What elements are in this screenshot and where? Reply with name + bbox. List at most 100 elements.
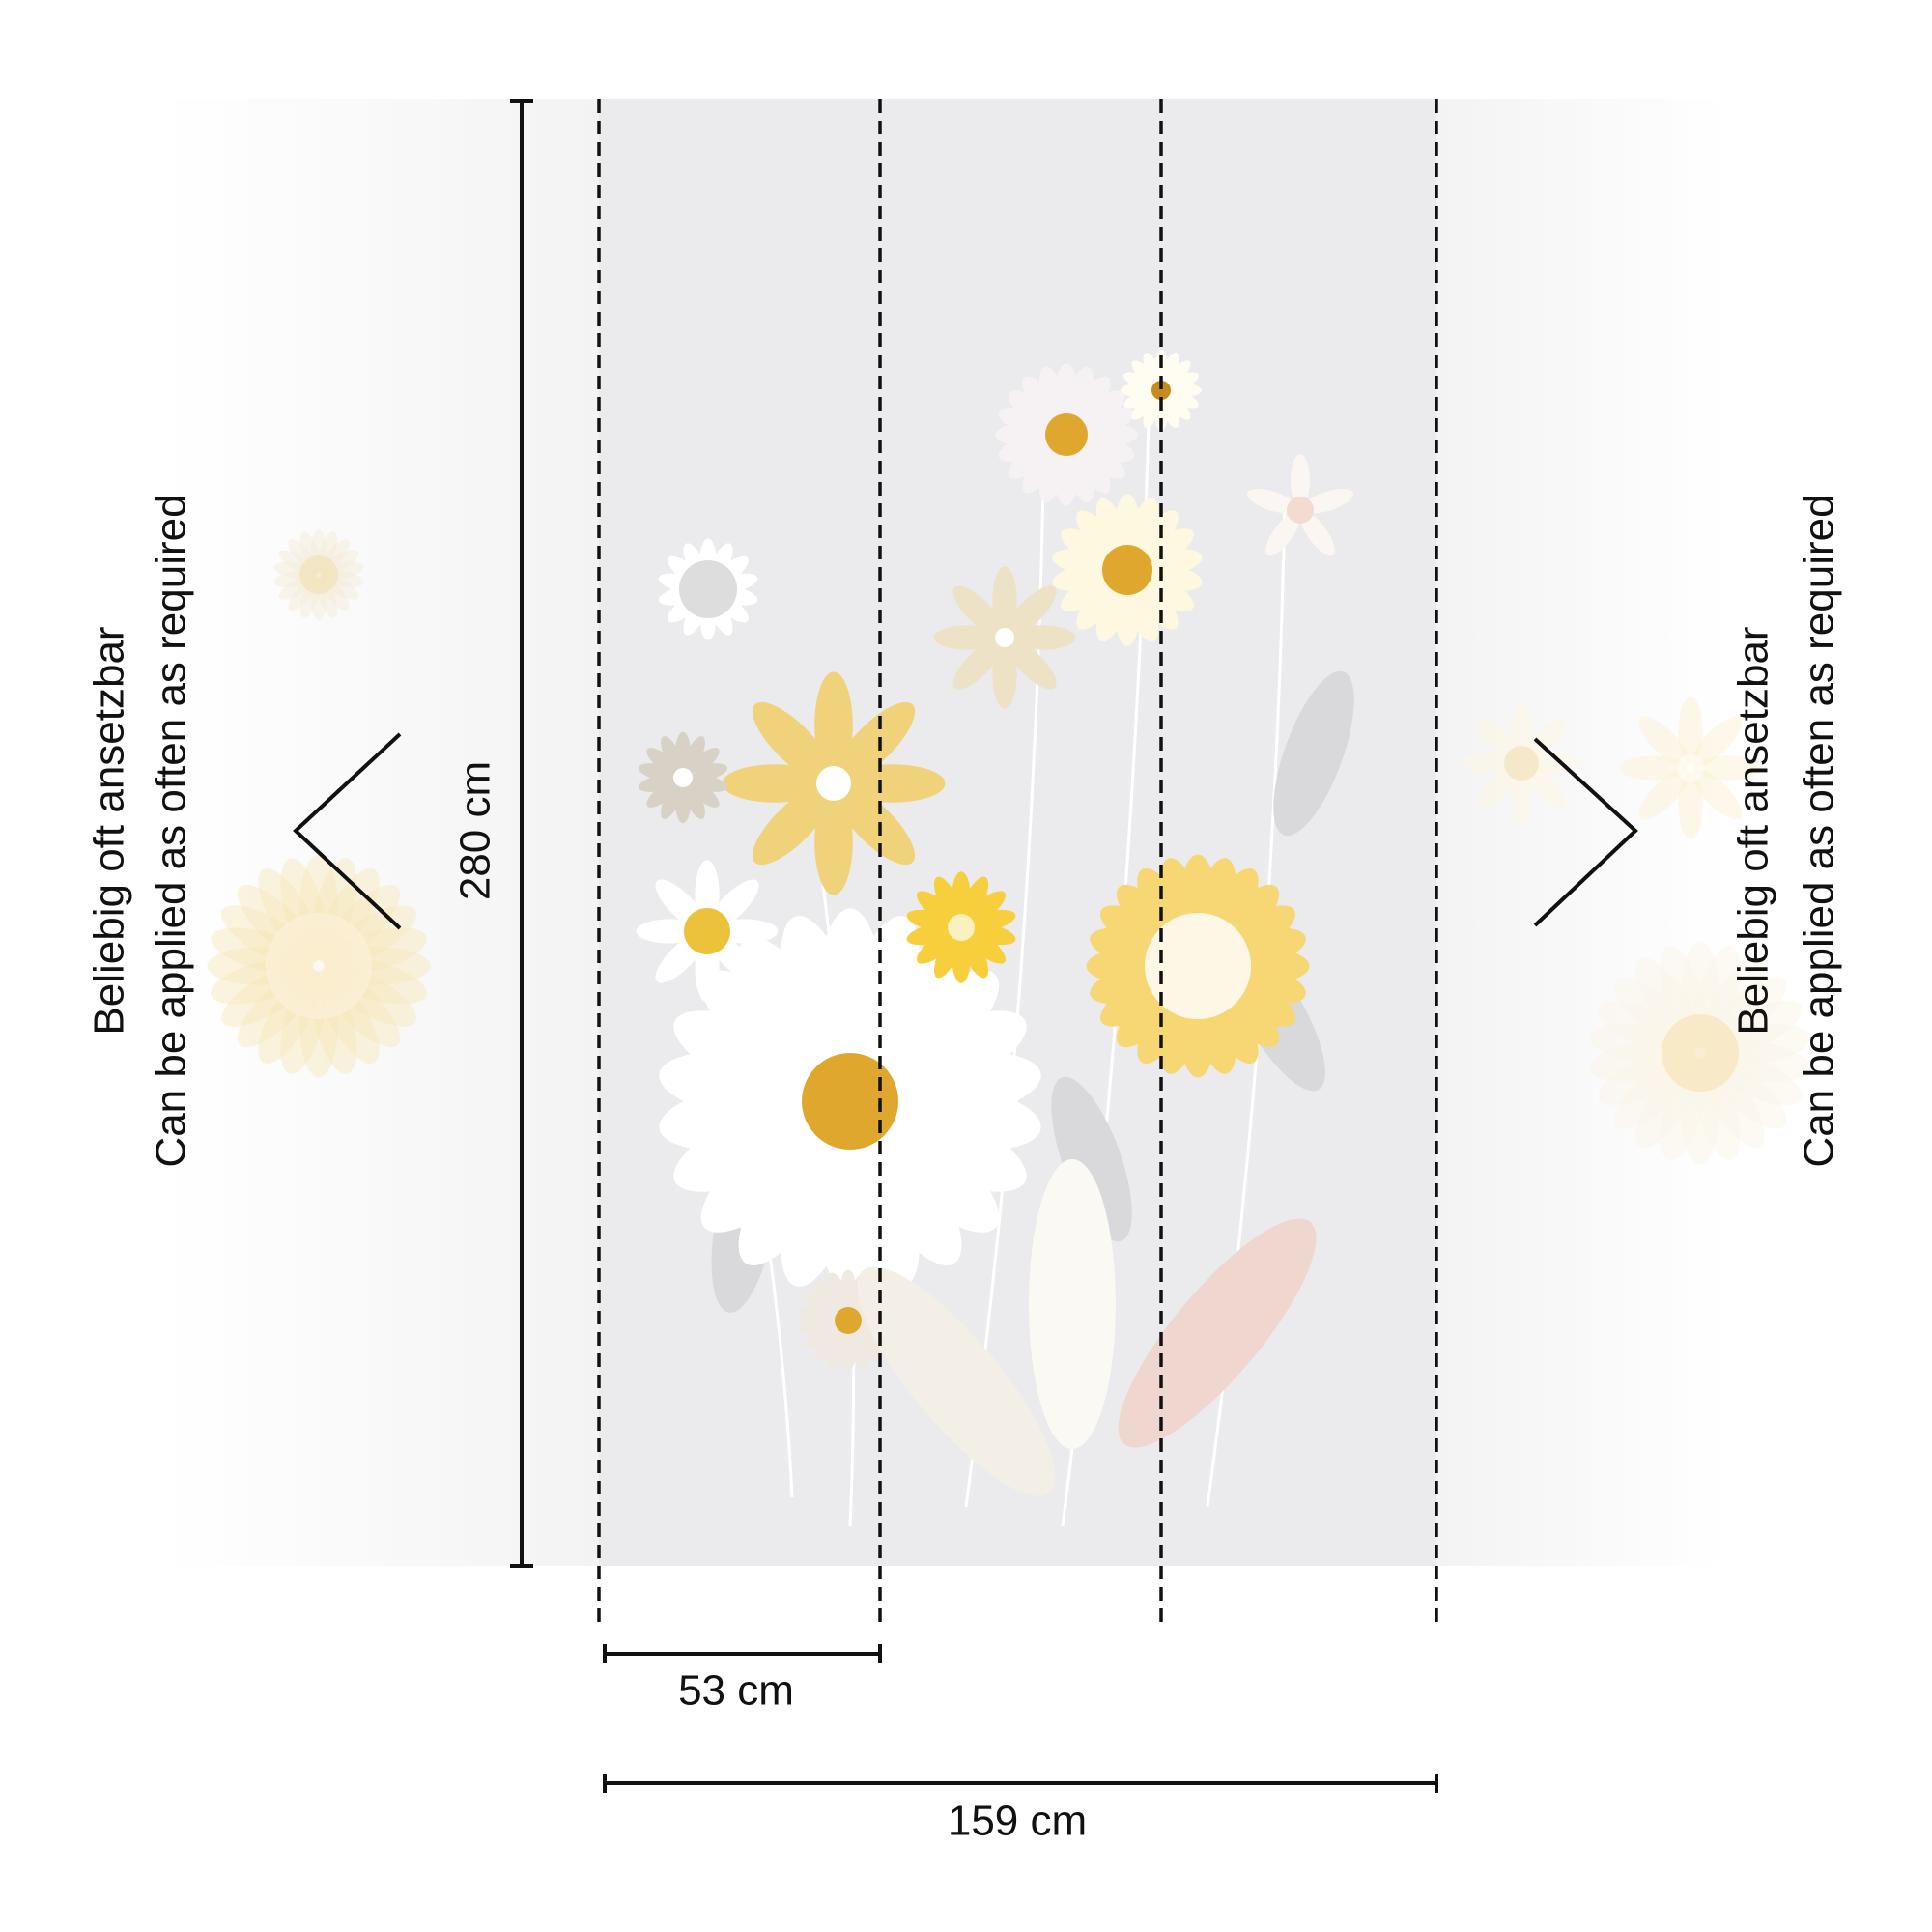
flower-part	[835, 1307, 862, 1334]
panel-width-label: 53 cm	[678, 1667, 794, 1715]
flower-part	[835, 784, 916, 866]
note-line: Beliebig oft ansetzbar	[86, 626, 133, 1035]
flower-part	[1690, 768, 1743, 820]
flower-part	[310, 577, 327, 621]
flower-part	[1662, 1014, 1739, 1092]
flower-part	[273, 561, 317, 580]
flower-part	[288, 539, 319, 575]
flower-part	[752, 784, 833, 866]
flower-part	[237, 884, 318, 965]
flower-part	[1477, 763, 1521, 808]
flower-part	[1265, 511, 1301, 556]
flower-part	[1143, 352, 1163, 389]
flower-part	[781, 916, 863, 1094]
flower-part	[316, 531, 338, 574]
flower-part	[1005, 585, 1057, 638]
flower-part	[237, 967, 318, 1048]
flower-part	[1678, 771, 1703, 839]
total-width-dimension	[603, 1774, 1438, 1793]
flower-part	[1051, 1076, 1132, 1242]
flower-part	[1521, 763, 1566, 808]
flower-part	[1477, 719, 1521, 763]
flower-part	[1705, 1040, 1811, 1082]
flower-part	[316, 969, 380, 1065]
note-line: Can be applied as often as required	[1796, 494, 1843, 1167]
flower-part	[258, 969, 322, 1065]
flower-part	[1246, 488, 1298, 514]
flower-part	[1660, 1057, 1708, 1161]
flower-part	[1635, 957, 1702, 1050]
flower-part	[220, 963, 316, 1027]
flower-part	[1704, 1000, 1803, 1057]
flower-part	[316, 576, 338, 618]
flower-part	[1273, 670, 1354, 837]
flower-part	[280, 858, 327, 961]
flower-part	[661, 736, 685, 777]
flower-part	[211, 957, 314, 1005]
flower-part	[220, 905, 316, 969]
flower-part	[1511, 766, 1532, 824]
flower-part	[319, 539, 350, 575]
flower-part	[299, 854, 338, 961]
flower-part	[1681, 1058, 1719, 1165]
chevron-right	[1533, 737, 1638, 927]
note-line: Can be applied as often as required	[148, 494, 195, 1167]
flower-part	[1005, 638, 1057, 690]
flower-part	[320, 884, 401, 965]
flower-part	[1589, 1024, 1695, 1065]
flower-part	[1638, 716, 1690, 768]
flower-part	[1613, 977, 1698, 1053]
flower-part	[661, 779, 685, 819]
flower-part	[1102, 545, 1152, 595]
flower-part	[802, 1053, 898, 1150]
flower-part	[321, 570, 364, 588]
flower-part	[288, 575, 319, 611]
flower-part	[1702, 977, 1787, 1053]
flower-part	[211, 927, 314, 975]
flower-part	[933, 876, 963, 925]
flower-part	[673, 768, 693, 787]
flower-part	[299, 576, 322, 618]
flower-part	[1145, 913, 1251, 1019]
flower-part	[1461, 753, 1519, 774]
flower-part	[684, 908, 730, 954]
flower-part	[679, 560, 737, 618]
flower-part	[1029, 1159, 1116, 1449]
flower-part	[1698, 1056, 1765, 1149]
flower-part	[857, 1266, 1056, 1496]
flower-part	[280, 971, 327, 1074]
flower-part	[319, 575, 350, 611]
flower-part	[1660, 945, 1708, 1049]
flower-part	[299, 531, 322, 574]
flower-part	[1692, 945, 1741, 1049]
flower-part	[1692, 1057, 1741, 1161]
flower-part	[1619, 755, 1688, 781]
flower-part	[310, 858, 357, 961]
flower-part	[320, 967, 401, 1048]
flower-part	[752, 701, 833, 782]
flower-part	[324, 947, 431, 985]
flower-part	[1521, 719, 1566, 763]
flower-part	[299, 971, 338, 1078]
flower-part	[1677, 754, 1704, 781]
flower-part	[1291, 454, 1310, 508]
flower-part	[816, 766, 851, 801]
flower-part	[320, 574, 359, 600]
flower-part	[1151, 381, 1171, 400]
flower-part	[299, 555, 338, 594]
flower-part	[266, 913, 372, 1019]
flower-part	[1613, 1053, 1698, 1129]
flower-part	[1299, 511, 1335, 556]
flower-part	[1287, 497, 1314, 524]
flower-part	[1702, 1053, 1787, 1129]
flower-part	[278, 550, 318, 576]
flower-part	[324, 927, 427, 975]
height-label: 280 cm	[452, 761, 499, 900]
flower-part	[1598, 1000, 1696, 1057]
flower-part	[310, 528, 327, 573]
flower-part	[1704, 1049, 1803, 1106]
flower-part	[952, 585, 1005, 638]
flower-part	[321, 561, 364, 580]
flower-part	[1681, 941, 1719, 1048]
